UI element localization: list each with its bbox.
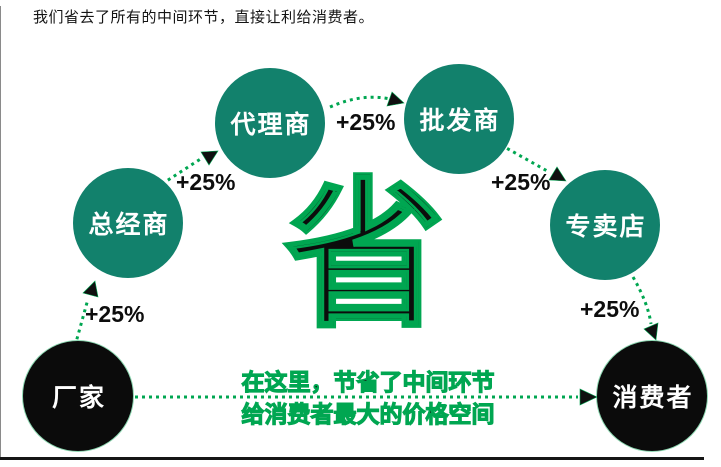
node-consumer-label: 消费者 bbox=[612, 384, 694, 412]
arrowhead-factory-to-consumer bbox=[579, 388, 598, 406]
page-title: 我们省去了所有的中间环节，直接让利给消费者。 bbox=[33, 9, 375, 26]
bottom-note: 在这里，节省了中间环节 给消费者最大的价格空间 bbox=[203, 366, 533, 430]
node-specialty-store: 专卖店 bbox=[550, 170, 660, 280]
markup-label-agent-wholesaler: +25% bbox=[336, 109, 396, 135]
markup-label-specialty-consumer: +25% bbox=[580, 296, 640, 322]
markup-label-factory-general: +25% bbox=[85, 301, 145, 327]
node-wholesaler-label: 批发商 bbox=[419, 107, 501, 135]
node-wholesaler: 批发商 bbox=[404, 64, 514, 174]
node-agent-label: 代理商 bbox=[230, 111, 312, 139]
arrowhead-factory-to-general bbox=[82, 280, 99, 298]
bottom-note-line2: 给消费者最大的价格空间 bbox=[241, 400, 495, 427]
bottom-note-line1: 在这里，节省了中间环节 bbox=[241, 368, 495, 395]
node-agent: 代理商 bbox=[215, 68, 325, 178]
arrowhead-agent-to-wholesaler bbox=[386, 91, 405, 107]
node-specialty-store-label: 专卖店 bbox=[565, 213, 647, 241]
arrow-agent-to-wholesaler bbox=[329, 95, 391, 109]
arrowhead-wholesaler-to-specialty bbox=[548, 166, 567, 182]
left-border-line bbox=[0, 6, 1, 458]
markup-label-wholesaler-specialty: +25% bbox=[491, 169, 551, 195]
arrow-factory-to-general bbox=[73, 298, 90, 347]
arrowhead-specialty-to-consumer bbox=[643, 322, 659, 341]
node-factory-label: 厂家 bbox=[51, 384, 106, 412]
node-general-distributor-label: 总经商 bbox=[88, 211, 170, 239]
node-factory: 厂家 bbox=[23, 341, 133, 451]
arrow-general-to-agent bbox=[161, 156, 203, 186]
save-character: 省 bbox=[282, 166, 447, 347]
node-general-distributor: 总经商 bbox=[73, 168, 183, 278]
node-consumer: 消费者 bbox=[597, 341, 707, 451]
bottom-border-line bbox=[0, 457, 704, 460]
markup-label-general-agent: +25% bbox=[176, 169, 236, 195]
arrow-wholesaler-to-specialty bbox=[500, 143, 550, 174]
arrowhead-general-to-agent bbox=[200, 150, 219, 166]
